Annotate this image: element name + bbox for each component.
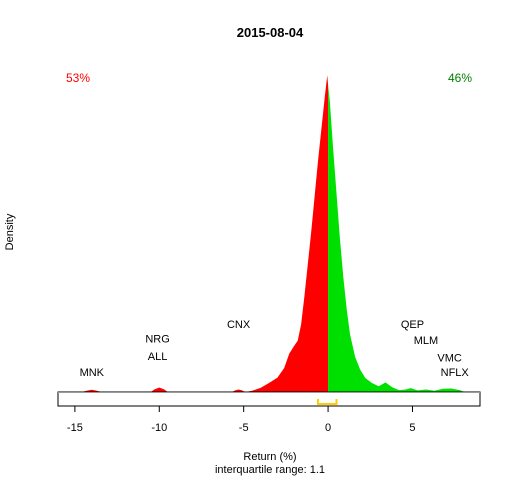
annotation-all: ALL: [148, 351, 168, 363]
annotation-qep: QEP: [401, 319, 424, 331]
annotation-nflx: NFLX: [441, 367, 470, 379]
x-axis: -15 -10 -5 0 5: [67, 405, 416, 434]
annotation-mnk: MNK: [80, 367, 105, 379]
y-axis-label: Density: [4, 213, 16, 250]
x-tick-label: -5: [239, 422, 249, 434]
negative-share-label: 53%: [66, 71, 90, 85]
x-tick-label: -15: [67, 422, 83, 434]
iqr-bracket: [317, 399, 338, 405]
density-negative: [81, 75, 329, 392]
annotation-vmc: VMC: [437, 353, 462, 365]
density-positive: [328, 84, 465, 393]
plot-frame: [57, 391, 481, 407]
x-tick-label: 5: [409, 422, 415, 434]
annotation-mlm: MLM: [414, 335, 438, 347]
x-tick-label: 0: [325, 422, 331, 434]
iqr-caption: interquartile range: 1.1: [215, 464, 325, 476]
positive-share-label: 46%: [448, 71, 472, 85]
density-area: [81, 75, 465, 393]
x-axis-label: Return (%): [243, 451, 296, 463]
ticker-annotations: MNK NRG ALL CNX QEP MLM VMC NFLX: [80, 319, 470, 379]
annotation-nrg: NRG: [145, 333, 169, 345]
x-tick-label: -10: [151, 422, 167, 434]
annotation-cnx: CNX: [227, 319, 251, 331]
chart-title: 2015-08-04: [237, 25, 304, 40]
